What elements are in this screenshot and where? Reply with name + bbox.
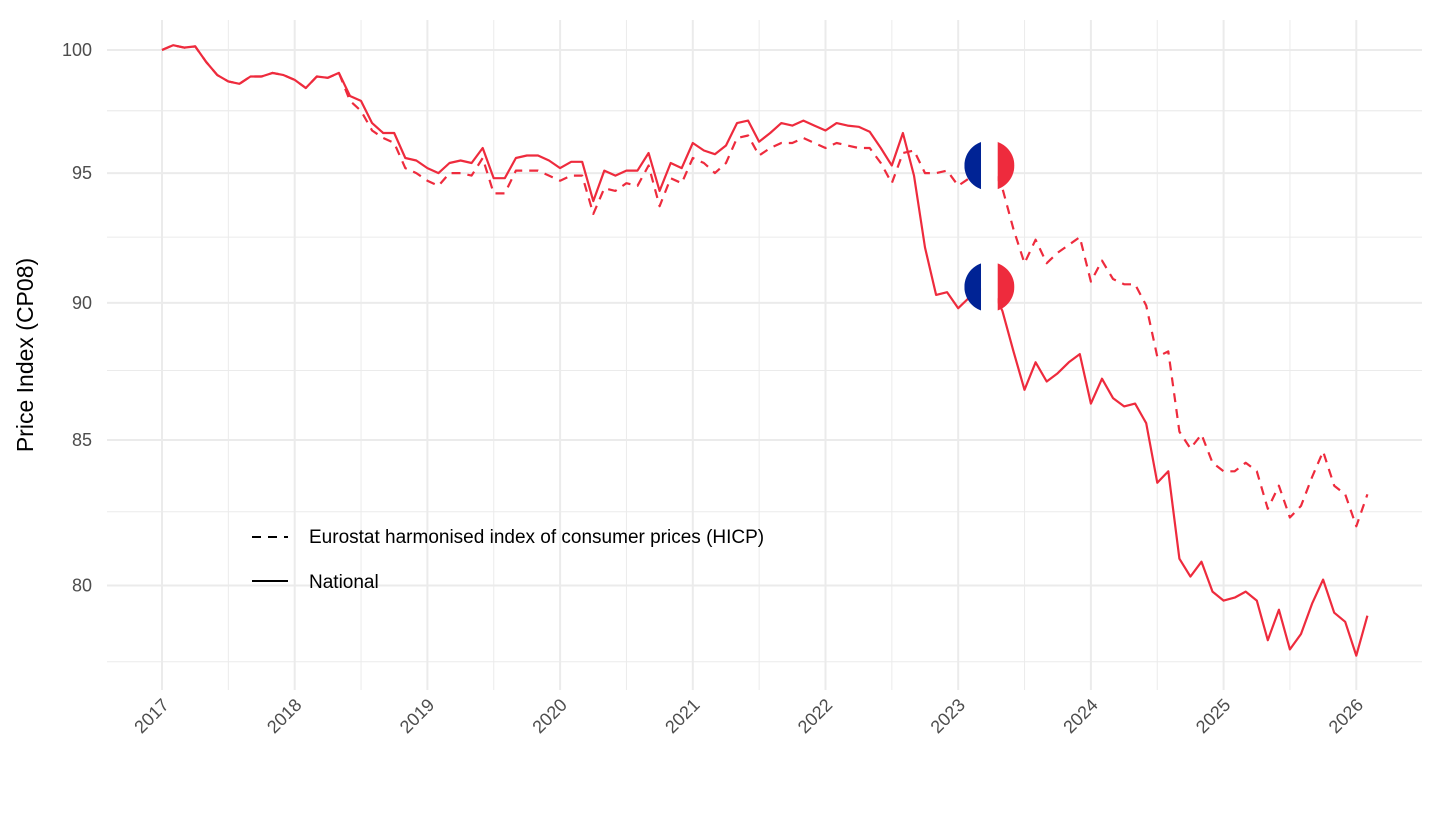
x-tick-label: 2022	[794, 695, 836, 737]
flag-blue-stripe	[964, 140, 982, 191]
flag-white-stripe	[981, 140, 998, 191]
flag-stripes	[964, 261, 1015, 312]
x-tick-label: 2019	[396, 695, 438, 737]
grid	[107, 20, 1422, 690]
x-tick-label: 2026	[1325, 695, 1367, 737]
y-axis-title: Price Index (CP08)	[12, 258, 38, 452]
legend-label-national: National	[309, 572, 379, 593]
x-tick-label: 2018	[263, 695, 305, 737]
y-axis-ticks: 80 85 90 95 100	[62, 40, 92, 596]
x-tick-label: 2020	[528, 695, 570, 737]
legend-item-hicp: Eurostat harmonised index of consumer pr…	[252, 527, 764, 548]
legend-item-national: National	[252, 572, 379, 593]
france-flag-icon	[964, 261, 1015, 312]
x-tick-label: 2017	[130, 695, 172, 737]
hicp-series-line	[161, 44, 1369, 528]
y-tick-label: 85	[72, 430, 92, 450]
legend: Eurostat harmonised index of consumer pr…	[252, 527, 764, 593]
france-flag-icon	[964, 140, 1015, 191]
x-axis-ticks: 2017 2018 2019 2020 2021 2022 2023 2024 2025 2026	[130, 695, 1367, 737]
flag-markers	[964, 140, 1015, 312]
x-tick-label: 2023	[927, 695, 969, 737]
flag-red-stripe	[997, 261, 1015, 312]
x-tick-label: 2024	[1059, 695, 1101, 737]
series-lines	[161, 44, 1369, 657]
x-tick-label: 2025	[1192, 695, 1234, 737]
national-series-line	[161, 44, 1369, 657]
flag-stripes	[964, 140, 1015, 191]
y-tick-label: 90	[72, 293, 92, 313]
flag-white-stripe	[981, 261, 998, 312]
y-tick-label: 95	[72, 163, 92, 183]
y-tick-label: 100	[62, 40, 92, 60]
legend-label-hicp: Eurostat harmonised index of consumer pr…	[309, 527, 764, 548]
flag-red-stripe	[997, 140, 1015, 191]
y-tick-label: 80	[72, 576, 92, 596]
flag-blue-stripe	[964, 261, 982, 312]
x-tick-label: 2021	[661, 695, 703, 737]
